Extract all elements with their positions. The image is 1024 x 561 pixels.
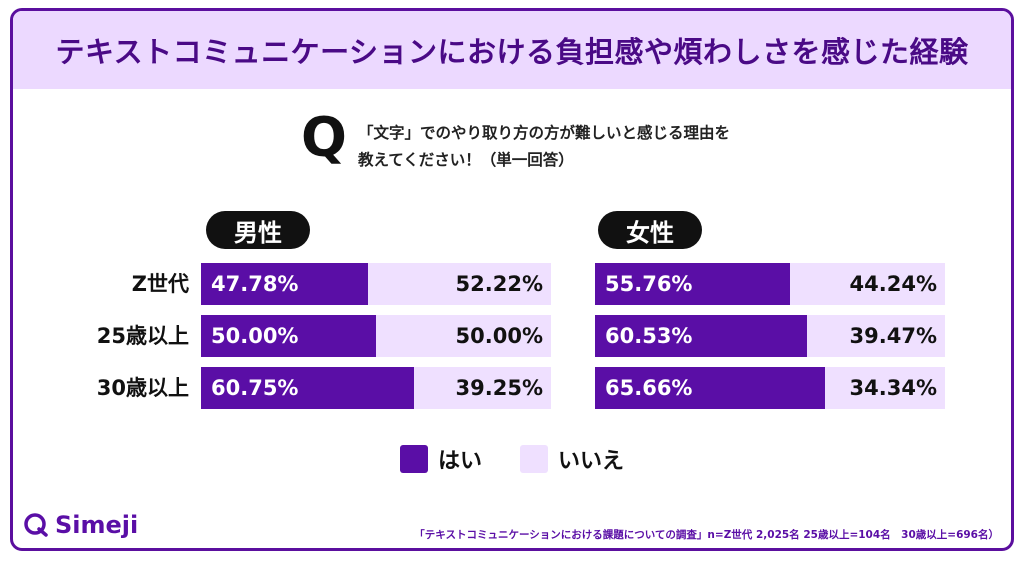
infographic-frame: テキストコミュニケーションにおける負担感や煩わしさを感じた経験 Q 「文字」での… [10,8,1014,551]
female-30-plus-yes-label: 65.66% [605,376,693,400]
brand-name: Simeji [55,511,139,539]
male-30-plus-no-label: 39.25% [455,376,543,400]
male-bar-30-plus: 60.75% 39.25% [201,367,551,409]
legend-item-no: いいえ [520,443,624,475]
survey-footnote: 「テキストコミュニケーションにおける課題についての調査」n=Z世代 2,025名… [414,529,999,541]
male-30-plus-yes-label: 60.75% [211,376,299,400]
female-25-plus-no-label: 39.47% [849,324,937,348]
male-z-gen-yes-label: 47.78% [211,272,299,296]
row-label-z-gen: Z世代 [131,272,189,296]
male-25-plus-yes-label: 50.00% [211,324,299,348]
legend-label-yes: はい [437,449,482,474]
female-25-plus-yes-label: 60.53% [605,324,693,348]
female-bar-25-plus: 60.53% 39.47% [595,315,945,357]
brand-logo: Simeji [23,511,138,539]
female-bar-z-gen: 55.76% 44.24% [595,263,945,305]
simeji-q-logo-icon [24,513,48,537]
question-line-1: 「文字」でのやり取り方の方が難しいと感じる理由を [358,124,731,142]
female-bar-30-plus: 65.66% 34.34% [595,367,945,409]
group-pill-female: 女性 [598,211,702,249]
title-band: テキストコミュニケーションにおける負担感や煩わしさを感じた経験 [13,11,1011,89]
group-pill-male: 男性 [206,211,310,249]
chart-legend: はい いいえ [13,443,1011,475]
question-line-2: 教えてください！（単一回答） [358,151,574,169]
female-bar-30-plus-yes-segment [595,367,825,409]
male-25-plus-no-label: 50.00% [455,324,543,348]
legend-swatch-no [520,445,548,473]
female-30-plus-no-label: 34.34% [849,376,937,400]
legend-swatch-yes [399,445,428,473]
row-label-25-plus: 25歳以上 [96,324,189,348]
question-text: 「文字」でのやり取り方の方が難しいと感じる理由を 教えてください！（単一回答） [358,120,730,174]
male-z-gen-no-label: 52.22% [455,272,543,296]
page-title: テキストコミュニケーションにおける負担感や煩わしさを感じた経験 [55,35,969,69]
female-bar-z-gen-yes-segment [595,263,791,305]
female-z-gen-no-label: 44.24% [849,272,937,296]
male-bar-30-plus-yes-segment [201,367,414,409]
question-mark-letter: Q [301,106,347,169]
female-bar-25-plus-yes-segment [595,315,807,357]
legend-item-yes: はい [399,443,482,475]
male-bar-z-gen-yes-segment [201,263,369,305]
row-label-30-plus: 30歳以上 [96,376,189,400]
male-bar-z-gen: 47.78% 52.22% [201,263,551,305]
female-z-gen-yes-label: 55.76% [605,272,693,296]
male-bar-25-plus-yes-segment [201,315,376,357]
male-bar-25-plus: 50.00% 50.00% [201,315,551,357]
legend-label-no: いいえ [558,449,625,474]
